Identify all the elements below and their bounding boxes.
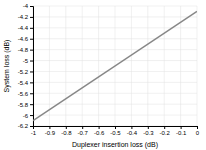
x-tick-mark bbox=[181, 126, 182, 129]
x-grid-line bbox=[82, 6, 83, 126]
y-tick-label: -4 bbox=[23, 3, 29, 9]
y-tick-mark bbox=[30, 126, 33, 127]
x-grid-line bbox=[147, 6, 148, 126]
grid bbox=[33, 6, 197, 126]
y-tick-mark bbox=[30, 71, 33, 72]
y-axis-title: System loss (dB) bbox=[3, 40, 11, 93]
y-grid-line bbox=[33, 49, 197, 50]
x-grid-line bbox=[49, 6, 50, 126]
x-tick: 0 bbox=[196, 126, 200, 136]
x-grid-line bbox=[98, 6, 99, 126]
y-tick-label: -4.6 bbox=[18, 36, 29, 42]
y-tick: -4 bbox=[23, 3, 33, 9]
x-tick-label: -1 bbox=[31, 130, 37, 136]
y-tick: -5.2 bbox=[18, 69, 33, 75]
x-grid-line bbox=[65, 6, 66, 126]
y-grid-line bbox=[33, 6, 197, 7]
y-axis: -6.2 -6 -5.8 -5.6 -5.4 -5.2 -5 -4.8 -4.6 -4.4 -4.2… bbox=[18, 3, 34, 129]
chart: -1-0.9-0.8-0.7-0.6-0.5-0.4-0.3-0.2-0.10-… bbox=[0, 0, 206, 150]
x-tick-label: -0.5 bbox=[110, 130, 121, 136]
y-grid-line bbox=[33, 82, 197, 83]
x-tick: -0.1 bbox=[176, 126, 187, 136]
x-axis-line bbox=[34, 127, 198, 130]
y-tick: -4.8 bbox=[18, 47, 33, 53]
x-tick-label: 0 bbox=[196, 130, 200, 136]
x-tick-mark bbox=[82, 126, 83, 129]
y-tick-mark bbox=[30, 82, 33, 83]
x-tick-mark bbox=[164, 126, 165, 129]
x-tick: -0.8 bbox=[61, 126, 72, 136]
x-tick: -1 bbox=[31, 126, 37, 136]
y-tick: -6 bbox=[23, 113, 33, 119]
x-tick: -0.3 bbox=[143, 126, 154, 136]
y-tick: -4.6 bbox=[18, 36, 33, 42]
x-tick-label: -0.4 bbox=[127, 130, 138, 136]
x-axis-title: Duplexer insertion loss (dB) bbox=[72, 141, 158, 149]
y-tick: -4.2 bbox=[18, 14, 33, 20]
y-grid-line bbox=[33, 71, 197, 72]
x-tick: -0.7 bbox=[78, 126, 89, 136]
y-tick: -5 bbox=[23, 58, 33, 64]
y-tick-mark bbox=[30, 28, 33, 29]
y-tick-mark bbox=[30, 17, 33, 18]
x-tick-label: -0.8 bbox=[61, 130, 72, 136]
x-tick-label: -0.3 bbox=[143, 130, 154, 136]
x-tick-mark bbox=[115, 126, 116, 129]
x-grid-line bbox=[197, 6, 198, 126]
y-tick: -5.8 bbox=[18, 102, 33, 108]
y-grid-line bbox=[33, 115, 197, 116]
y-tick: -6.2 bbox=[18, 123, 33, 129]
y-tick-label: -5.2 bbox=[18, 69, 29, 75]
marks bbox=[33, 11, 197, 120]
y-grid-line bbox=[33, 60, 197, 61]
y-grid-line bbox=[33, 38, 197, 39]
y-axis-line bbox=[30, 7, 34, 127]
y-tick: -5.6 bbox=[18, 91, 33, 97]
x-grid-line bbox=[164, 6, 165, 126]
x-tick-mark bbox=[49, 126, 50, 129]
x-tick: -0.6 bbox=[94, 126, 105, 136]
x-tick-label: -0.2 bbox=[160, 130, 171, 136]
x-tick-mark bbox=[148, 126, 149, 129]
y-tick-label: -4.8 bbox=[18, 47, 29, 53]
y-grid-line bbox=[33, 93, 197, 94]
y-tick: -4.4 bbox=[18, 25, 33, 31]
y-tick-label: -6 bbox=[23, 113, 29, 119]
y-tick: -5.4 bbox=[18, 80, 33, 86]
x-tick-mark bbox=[99, 126, 100, 129]
x-tick-label: -0.6 bbox=[94, 130, 105, 136]
y-grid-line bbox=[33, 16, 197, 17]
y-tick-label: -4.4 bbox=[18, 25, 29, 31]
y-tick-label: -6.2 bbox=[18, 123, 29, 129]
y-tick-label: -4.2 bbox=[18, 14, 29, 20]
y-tick-mark bbox=[30, 115, 33, 116]
x-axis: -1 -0.9 -0.8 -0.7 -0.6 -0.5 -0.4 -0.3 -0.2 -0.1 0 bbox=[31, 126, 200, 136]
y-tick-mark bbox=[30, 93, 33, 94]
x-grid-line bbox=[131, 6, 132, 126]
y-tick-mark bbox=[30, 6, 33, 7]
y-tick-label: -5 bbox=[23, 58, 29, 64]
y-tick-label: -5.8 bbox=[18, 102, 29, 108]
x-grid-line bbox=[180, 6, 181, 126]
y-tick-mark bbox=[30, 104, 33, 105]
y-tick-mark bbox=[30, 39, 33, 40]
x-tick-mark bbox=[66, 126, 67, 129]
x-tick: -0.9 bbox=[45, 126, 56, 136]
x-tick-label: -0.1 bbox=[176, 130, 187, 136]
x-tick: -0.5 bbox=[110, 126, 121, 136]
line bbox=[33, 11, 197, 120]
x-tick: -0.4 bbox=[127, 126, 138, 136]
x-tick-label: -0.7 bbox=[78, 130, 89, 136]
plot: -1-0.9-0.8-0.7-0.6-0.5-0.4-0.3-0.2-0.10-… bbox=[18, 3, 200, 136]
x-tick-mark bbox=[197, 126, 198, 129]
y-tick-mark bbox=[30, 61, 33, 62]
x-tick-label: -0.9 bbox=[45, 130, 56, 136]
x-tick-mark bbox=[131, 126, 132, 129]
y-tick-label: -5.6 bbox=[18, 91, 29, 97]
y-tick-mark bbox=[30, 50, 33, 51]
y-tick-label: -5.4 bbox=[18, 80, 29, 86]
x-tick: -0.2 bbox=[160, 126, 171, 136]
